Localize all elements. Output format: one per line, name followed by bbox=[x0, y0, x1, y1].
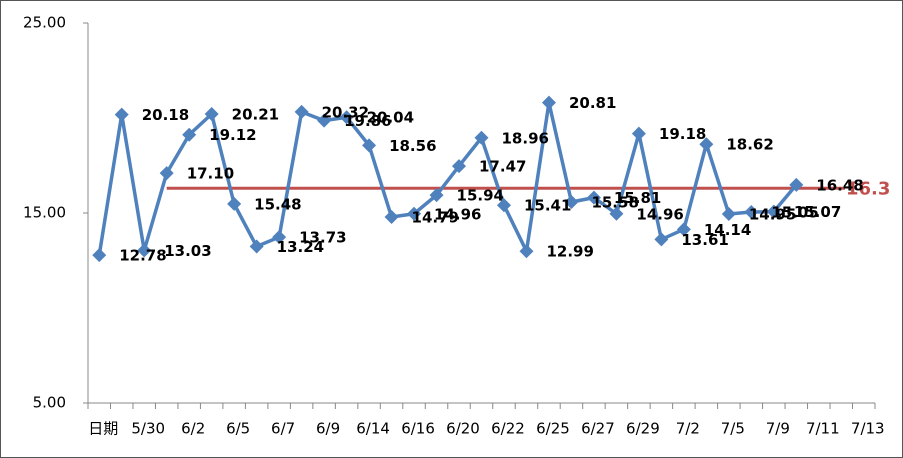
value-label: 14.79 bbox=[412, 208, 459, 226]
marker bbox=[227, 196, 242, 211]
marker bbox=[204, 107, 219, 122]
x-tick-label: 7/2 bbox=[676, 420, 700, 438]
x-tick-label: 7/13 bbox=[851, 420, 885, 438]
x-tick-label: 6/16 bbox=[401, 420, 435, 438]
value-label: 20.32 bbox=[322, 103, 369, 121]
x-tick-label: 6/25 bbox=[536, 420, 570, 438]
x-tick-label: 6/9 bbox=[316, 420, 340, 438]
x-tick-label: 6/7 bbox=[271, 420, 295, 438]
marker bbox=[249, 239, 264, 254]
marker bbox=[654, 232, 669, 247]
x-tick-label: 6/5 bbox=[226, 420, 250, 438]
marker bbox=[452, 159, 467, 174]
value-label: 20.04 bbox=[367, 109, 414, 127]
value-label: 13.61 bbox=[681, 231, 728, 249]
marker bbox=[721, 206, 736, 221]
marker bbox=[586, 190, 601, 205]
x-tick-label: 6/22 bbox=[491, 420, 525, 438]
value-label: 20.81 bbox=[569, 94, 616, 112]
marker bbox=[766, 204, 781, 219]
marker bbox=[362, 138, 377, 153]
value-label: 17.10 bbox=[187, 165, 234, 183]
marker bbox=[182, 127, 197, 142]
marker bbox=[384, 209, 399, 224]
y-tick-label: 5.00 bbox=[33, 394, 66, 412]
value-label: 19.18 bbox=[659, 125, 706, 143]
marker bbox=[272, 230, 287, 245]
value-label: 15.05 bbox=[771, 204, 818, 222]
marker bbox=[541, 95, 556, 110]
marker bbox=[92, 248, 107, 263]
x-tick-label: 日期 bbox=[88, 420, 118, 438]
marker bbox=[676, 222, 691, 237]
marker bbox=[407, 206, 422, 221]
marker bbox=[339, 110, 354, 125]
marker bbox=[137, 243, 152, 258]
value-label: 14.96 bbox=[636, 205, 683, 223]
value-label: 14.14 bbox=[704, 221, 751, 239]
value-label: 12.99 bbox=[546, 243, 593, 261]
marker bbox=[474, 130, 489, 145]
marker bbox=[429, 188, 444, 203]
x-tick-label: 7/11 bbox=[806, 420, 840, 438]
value-label: 19.86 bbox=[344, 112, 391, 130]
value-label: 18.96 bbox=[502, 129, 549, 147]
value-label: 19.12 bbox=[209, 126, 256, 144]
marker bbox=[609, 206, 624, 221]
x-tick-label: 5/30 bbox=[131, 420, 165, 438]
value-label: 14.95 bbox=[749, 205, 796, 223]
value-label: 18.62 bbox=[726, 136, 773, 154]
value-label: 15.41 bbox=[524, 197, 571, 215]
value-label: 13.73 bbox=[299, 229, 346, 247]
x-tick-label: 6/14 bbox=[356, 420, 390, 438]
marker bbox=[159, 166, 174, 181]
value-label: 15.81 bbox=[614, 189, 661, 207]
value-label: 20.21 bbox=[232, 106, 279, 124]
value-label: 13.03 bbox=[164, 242, 211, 260]
value-label: 20.18 bbox=[142, 106, 189, 124]
marker bbox=[519, 244, 534, 259]
marker bbox=[631, 126, 646, 141]
x-tick-label: 7/5 bbox=[721, 420, 745, 438]
x-tick-label: 6/2 bbox=[181, 420, 205, 438]
x-tick-label: 6/20 bbox=[446, 420, 480, 438]
marker bbox=[564, 194, 579, 209]
y-tick-label: 25.00 bbox=[23, 14, 66, 32]
x-tick-label: 6/27 bbox=[581, 420, 615, 438]
value-label: 15.07 bbox=[794, 203, 841, 221]
value-label: 15.58 bbox=[591, 193, 638, 211]
value-label: 16.48 bbox=[816, 176, 863, 194]
marker bbox=[294, 104, 309, 119]
value-label: 14.96 bbox=[434, 205, 481, 223]
x-tick-label: 6/29 bbox=[626, 420, 660, 438]
value-label: 15.48 bbox=[254, 195, 301, 213]
value-label: 18.56 bbox=[389, 137, 436, 155]
y-tick-label: 15.00 bbox=[23, 204, 66, 222]
value-label: 17.47 bbox=[479, 158, 526, 176]
marker bbox=[699, 137, 714, 152]
marker bbox=[317, 113, 332, 128]
average-label: 16.3 bbox=[846, 178, 890, 199]
marker bbox=[496, 198, 511, 213]
marker bbox=[789, 177, 804, 192]
value-label: 12.78 bbox=[119, 247, 166, 265]
marker bbox=[744, 205, 759, 220]
x-tick-label: 7/9 bbox=[766, 420, 790, 438]
value-label: 15.94 bbox=[457, 187, 504, 205]
value-label: 13.24 bbox=[277, 238, 324, 256]
marker bbox=[114, 107, 129, 122]
